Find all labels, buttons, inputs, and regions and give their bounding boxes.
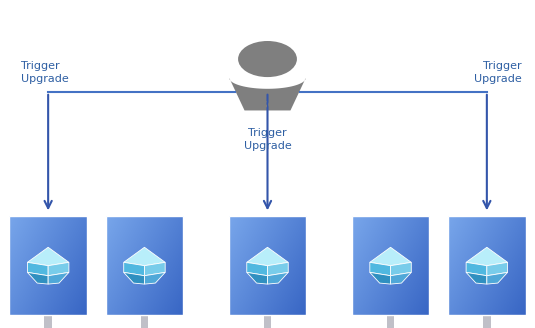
Polygon shape: [48, 262, 69, 276]
Polygon shape: [268, 272, 288, 284]
Text: Trigger
Upgrade: Trigger Upgrade: [21, 61, 69, 84]
Text: Trigger
Upgrade: Trigger Upgrade: [243, 128, 292, 151]
Bar: [483, 315, 491, 328]
Polygon shape: [48, 272, 69, 284]
Bar: [264, 315, 271, 328]
Polygon shape: [124, 262, 144, 276]
Polygon shape: [487, 262, 508, 276]
Polygon shape: [247, 262, 268, 276]
Polygon shape: [230, 78, 306, 111]
Text: User: User: [253, 98, 282, 111]
Polygon shape: [124, 272, 144, 284]
Polygon shape: [391, 272, 411, 284]
Polygon shape: [370, 272, 391, 284]
Polygon shape: [124, 247, 165, 266]
Polygon shape: [466, 272, 487, 284]
Polygon shape: [370, 247, 411, 266]
Bar: [141, 315, 148, 328]
Polygon shape: [144, 262, 165, 276]
Circle shape: [238, 41, 297, 77]
Polygon shape: [487, 272, 508, 284]
Polygon shape: [27, 262, 48, 276]
Polygon shape: [370, 262, 391, 276]
Polygon shape: [391, 262, 411, 276]
Polygon shape: [247, 272, 268, 284]
Polygon shape: [466, 262, 487, 276]
Text: Trigger
Upgrade: Trigger Upgrade: [474, 61, 522, 84]
Bar: [387, 315, 394, 328]
Polygon shape: [247, 247, 288, 266]
Bar: [44, 315, 52, 328]
Polygon shape: [144, 272, 165, 284]
Polygon shape: [27, 247, 69, 266]
Polygon shape: [466, 247, 508, 266]
Polygon shape: [27, 272, 48, 284]
Polygon shape: [268, 262, 288, 276]
